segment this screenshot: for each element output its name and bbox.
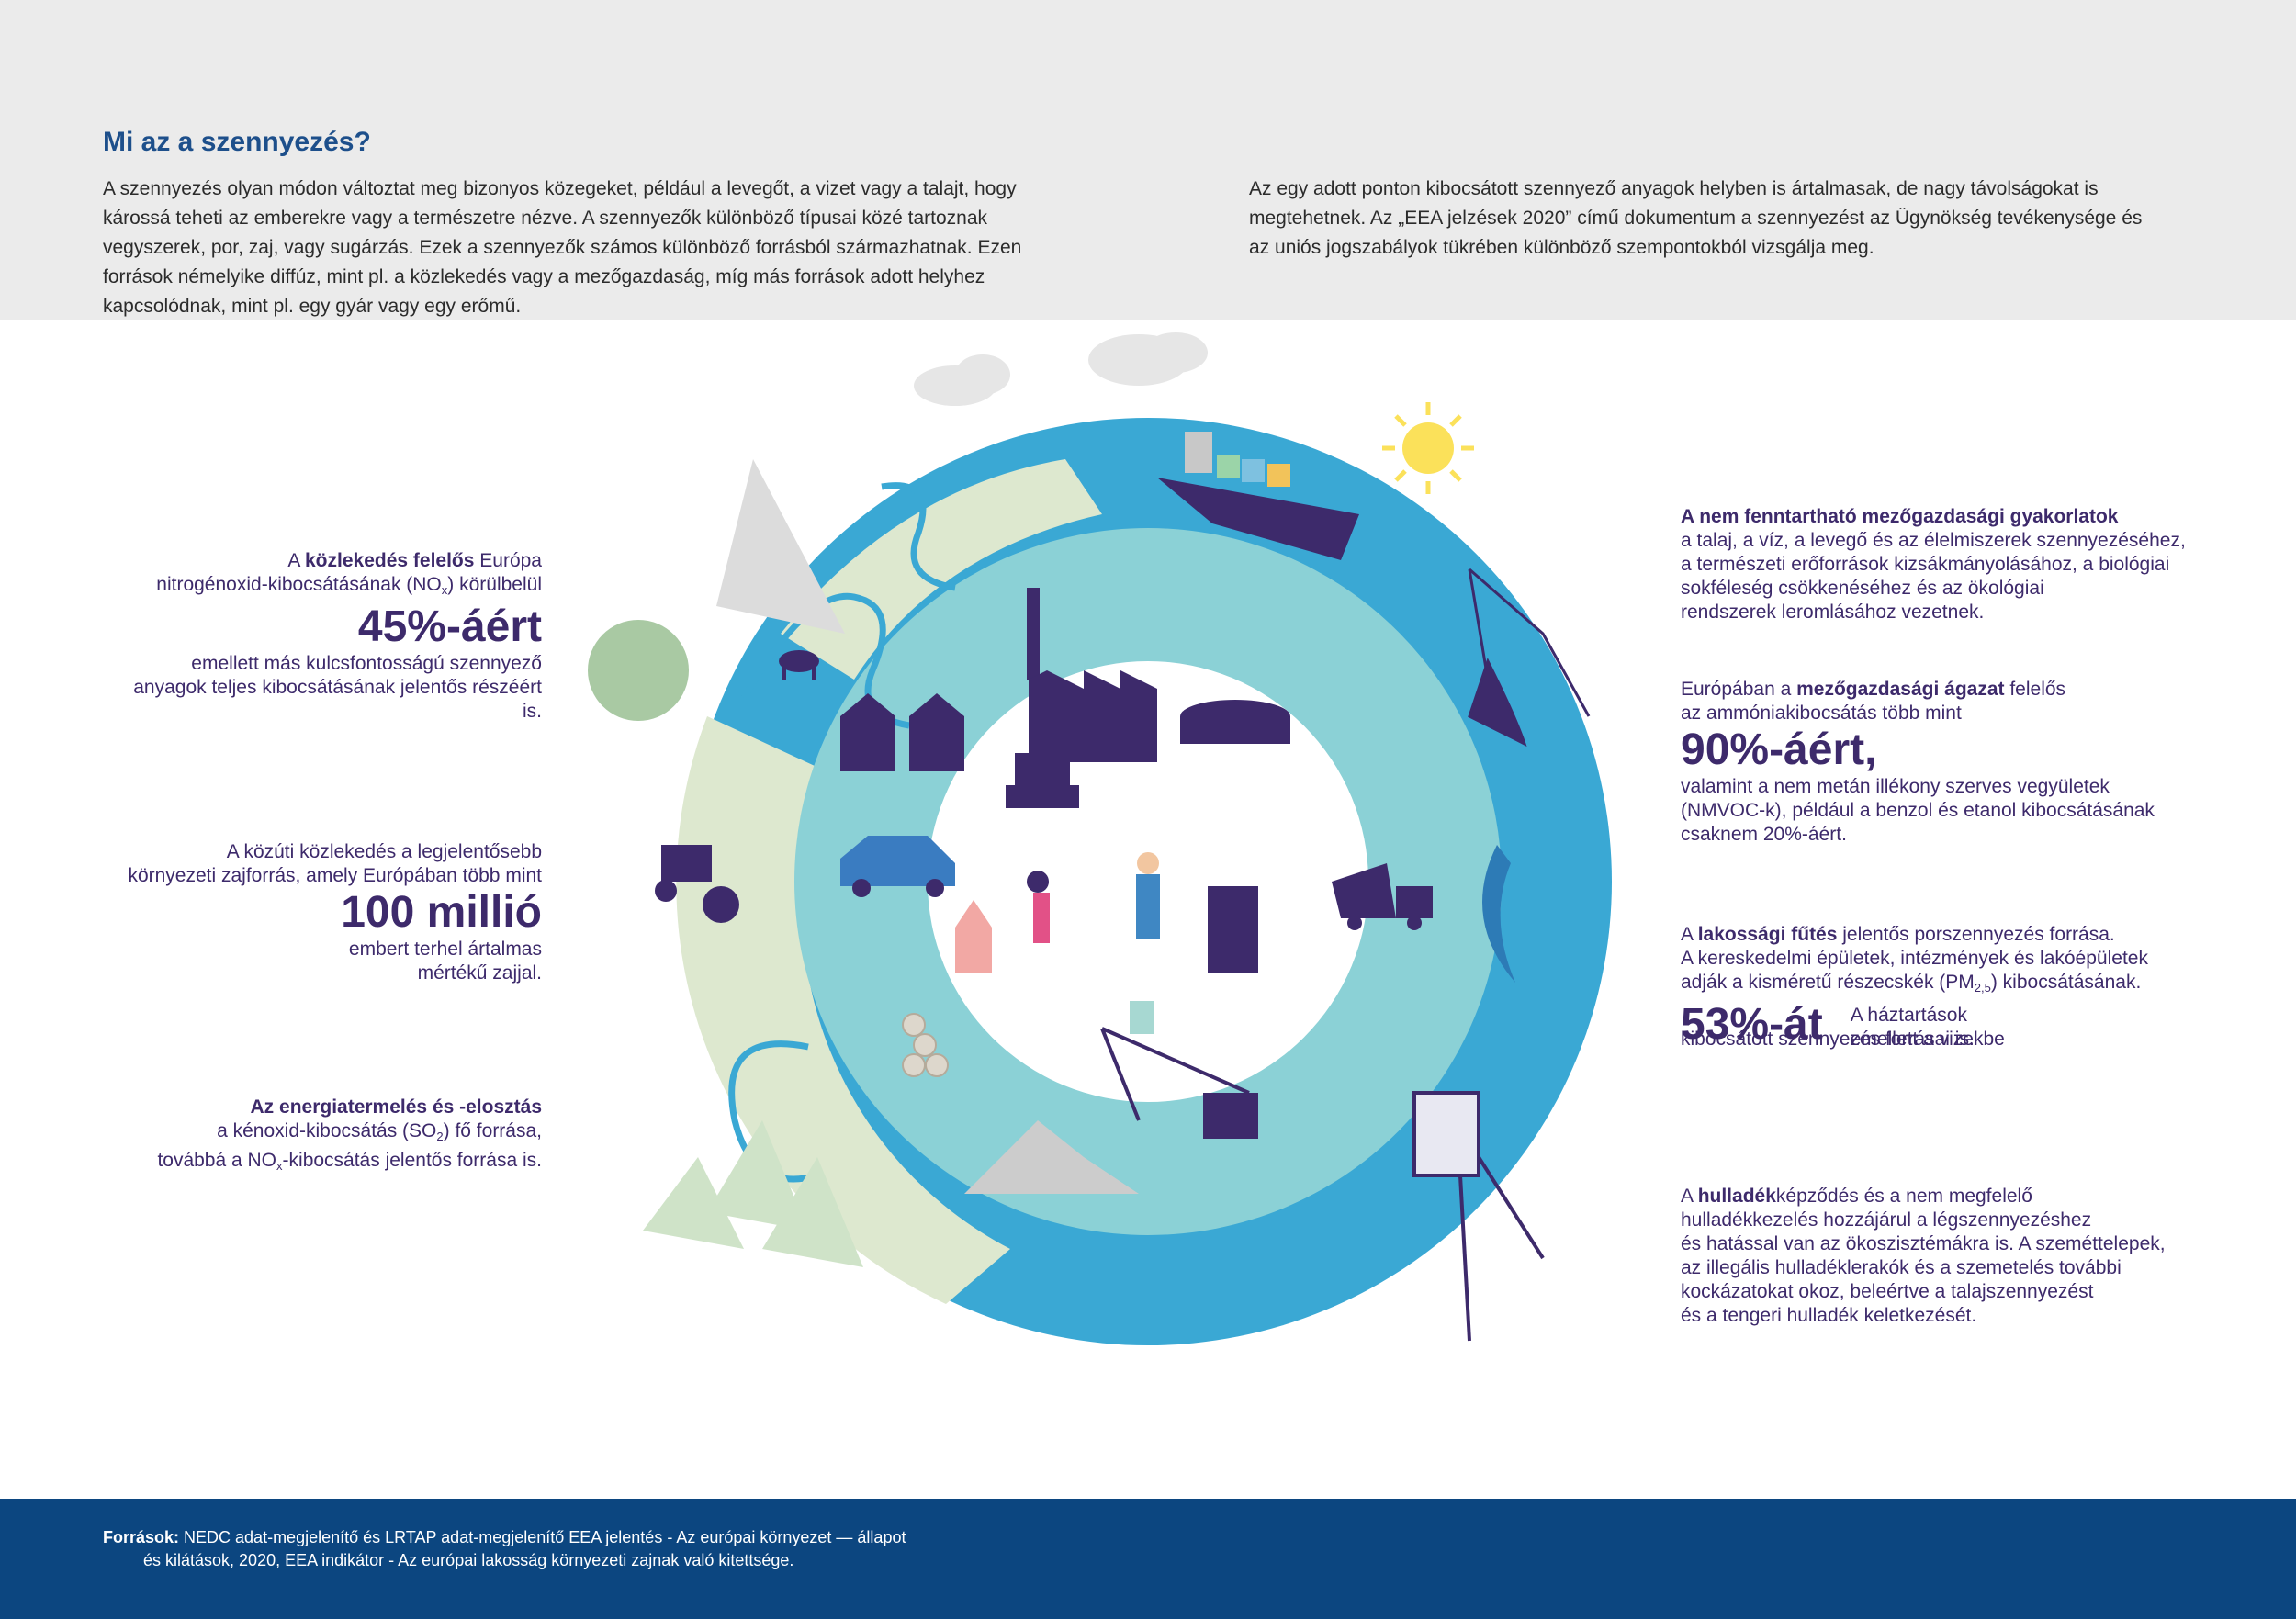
stat-energy: Az energiatermelés és -elosztás a kénoxi… [92,1096,542,1178]
truck-icon [1332,863,1433,930]
stat-transport: A közlekedés felelős Európa nitrogénoxid… [110,549,542,724]
whale-icon [1482,845,1515,983]
car-icon [840,836,955,897]
cloud-icon [914,332,1208,406]
factory-icon [1027,588,1157,762]
energy-bold: Az energiatermelés és -elosztás [250,1096,542,1118]
treatment-tank-icon [1180,700,1290,744]
agri-big-number: 90%-áért, [1681,725,1877,774]
recycling-bin-icon [1130,1001,1154,1034]
footer-text: Források: NEDC adat-megjelenítő és LRTAP… [103,1528,906,1569]
trees-icon [643,1120,863,1267]
stat-agri-practices: A nem fenntartható mezőgazdasági gyakorl… [1681,506,2186,623]
ship-icon [1157,432,1359,560]
crane-icon [1100,1027,1250,1121]
pollution-circle-illustration [588,332,1612,1345]
noise-big-number: 100 millió [341,888,542,937]
tree-round-icon [588,620,689,721]
crane-body [1203,1093,1258,1139]
houses-icon [840,693,964,771]
header-band [0,0,2296,320]
intro-right-paragraph: Az egy adott ponton kibocsátott szennyez… [1249,178,2143,258]
family-icon [955,852,1160,973]
river-line-2 [881,482,956,591]
logs-icon [902,1013,949,1077]
mountain-icon [716,459,845,634]
oil-rig-icon [1412,1091,1545,1342]
cow-icon [779,650,819,680]
sun-icon [1382,402,1474,494]
heating-big-number: 53%-át [1681,1000,1823,1049]
stat-noise: A közúti közlekedés a legjelentősebb kör… [92,840,542,985]
sink-icon [1208,886,1258,973]
tractor-icon [655,845,739,923]
land-top [781,459,1102,680]
armchair-icon [1006,753,1079,808]
footer-label: Források: [103,1528,180,1546]
fishing-boat-icon [1468,568,1591,747]
stat-heating: A lakossági fűtés jelentős porszennyezés… [1681,924,2148,1050]
stat-agri-sector: Európában a mezőgazdasági ágazat felelős… [1681,678,2268,847]
page-title: Mi az a szennyezés? [103,127,371,157]
footer-sources: Források: NEDC adat-megjelenítő és LRTAP… [0,1499,2296,1619]
land-area [676,716,1010,1304]
stat-waste: A hulladékképződés és a nem megfelelő hu… [1681,1186,2166,1326]
transport-bold: közlekedés felelős [305,550,475,571]
intro-left-paragraph: A szennyezés olyan módon változtat meg b… [103,178,1022,317]
transport-big-number: 45%-áért [357,602,542,651]
sand-pile [964,1120,1139,1194]
